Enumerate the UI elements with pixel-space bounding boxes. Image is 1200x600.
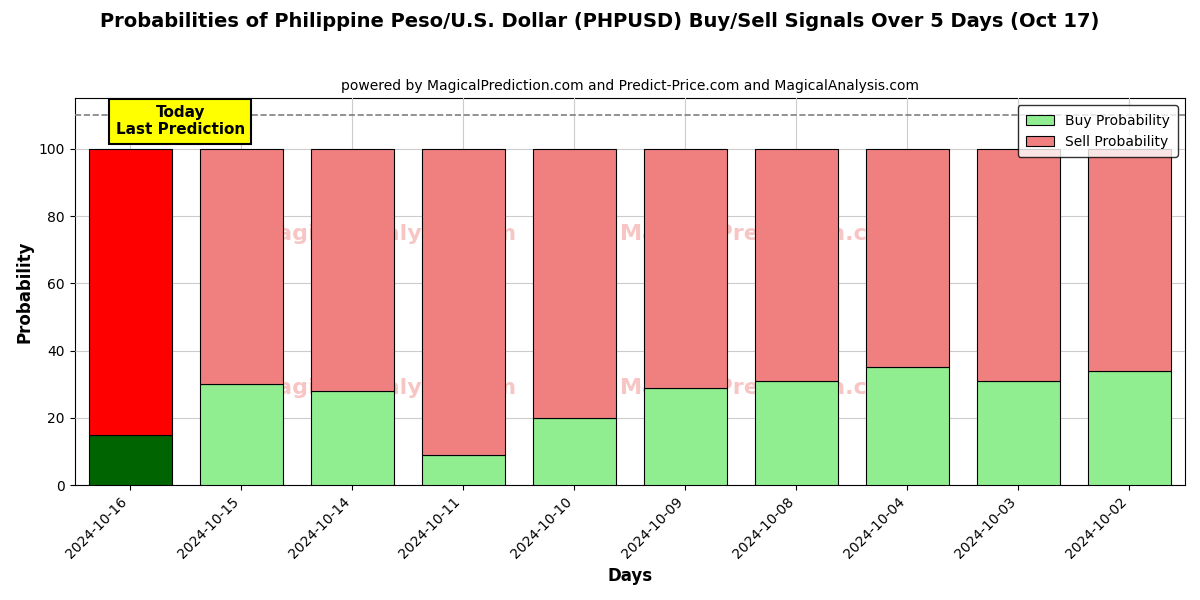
Y-axis label: Probability: Probability [16,241,34,343]
Text: MagicalPrediction.com: MagicalPrediction.com [620,379,906,398]
Bar [533,418,616,485]
Bar [421,455,505,485]
Bar [199,384,283,485]
Bar [643,388,727,485]
Bar [1088,371,1171,485]
Legend: Buy Probability, Sell Probability: Buy Probability, Sell Probability [1018,105,1178,157]
Bar [421,149,505,455]
Bar [977,149,1060,381]
Bar [643,149,727,388]
Bar [755,149,838,381]
Text: Today
Last Prediction: Today Last Prediction [115,105,245,137]
Title: powered by MagicalPrediction.com and Predict-Price.com and MagicalAnalysis.com: powered by MagicalPrediction.com and Pre… [341,79,919,93]
Bar [755,381,838,485]
Bar [533,149,616,418]
Bar [977,381,1060,485]
Text: Probabilities of Philippine Peso/U.S. Dollar (PHPUSD) Buy/Sell Signals Over 5 Da: Probabilities of Philippine Peso/U.S. Do… [101,12,1099,31]
Bar [1088,149,1171,371]
X-axis label: Days: Days [607,567,653,585]
Bar [865,367,949,485]
Bar [89,149,172,435]
Bar [311,149,394,391]
Bar [89,435,172,485]
Text: MagicalAnalysis.com: MagicalAnalysis.com [254,224,516,244]
Text: MagicalAnalysis.com: MagicalAnalysis.com [254,379,516,398]
Bar [311,391,394,485]
Bar [865,149,949,367]
Text: MagicalPrediction.com: MagicalPrediction.com [620,224,906,244]
Bar [199,149,283,384]
